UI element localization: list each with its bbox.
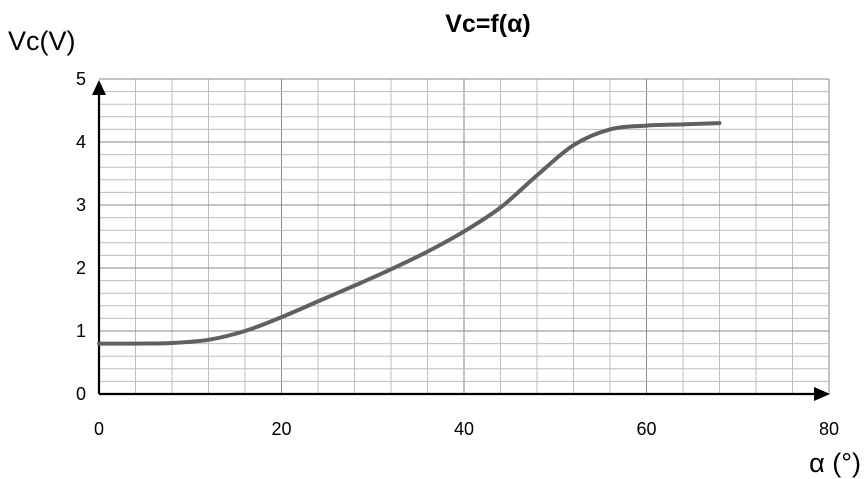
x-axis-arrow [814,387,830,401]
x-axis-label: α (°) [809,448,861,478]
x-tick-label: 20 [271,419,291,439]
x-tick-label: 80 [819,419,839,439]
y-axis-arrow [92,80,106,95]
x-tick-label: 60 [636,419,656,439]
y-tick-label: 0 [76,384,86,404]
y-tick-label: 3 [76,195,86,215]
x-tick-label: 0 [94,419,104,439]
chart-title: Vc=f(α) [445,10,531,38]
y-tick-label: 4 [76,132,86,152]
x-tick-label: 40 [454,419,474,439]
series [97,121,722,346]
y-tick-label: 2 [76,258,86,278]
y-tick-label: 5 [76,69,86,89]
series-line [97,121,722,346]
y-axis-label: Vc(V) [8,26,76,56]
y-tick-label: 1 [76,321,86,341]
y-tick-labels: 0 1 2 3 4 5 [76,69,86,404]
x-tick-labels: 0 20 40 60 80 [94,419,839,439]
grid [99,78,830,394]
